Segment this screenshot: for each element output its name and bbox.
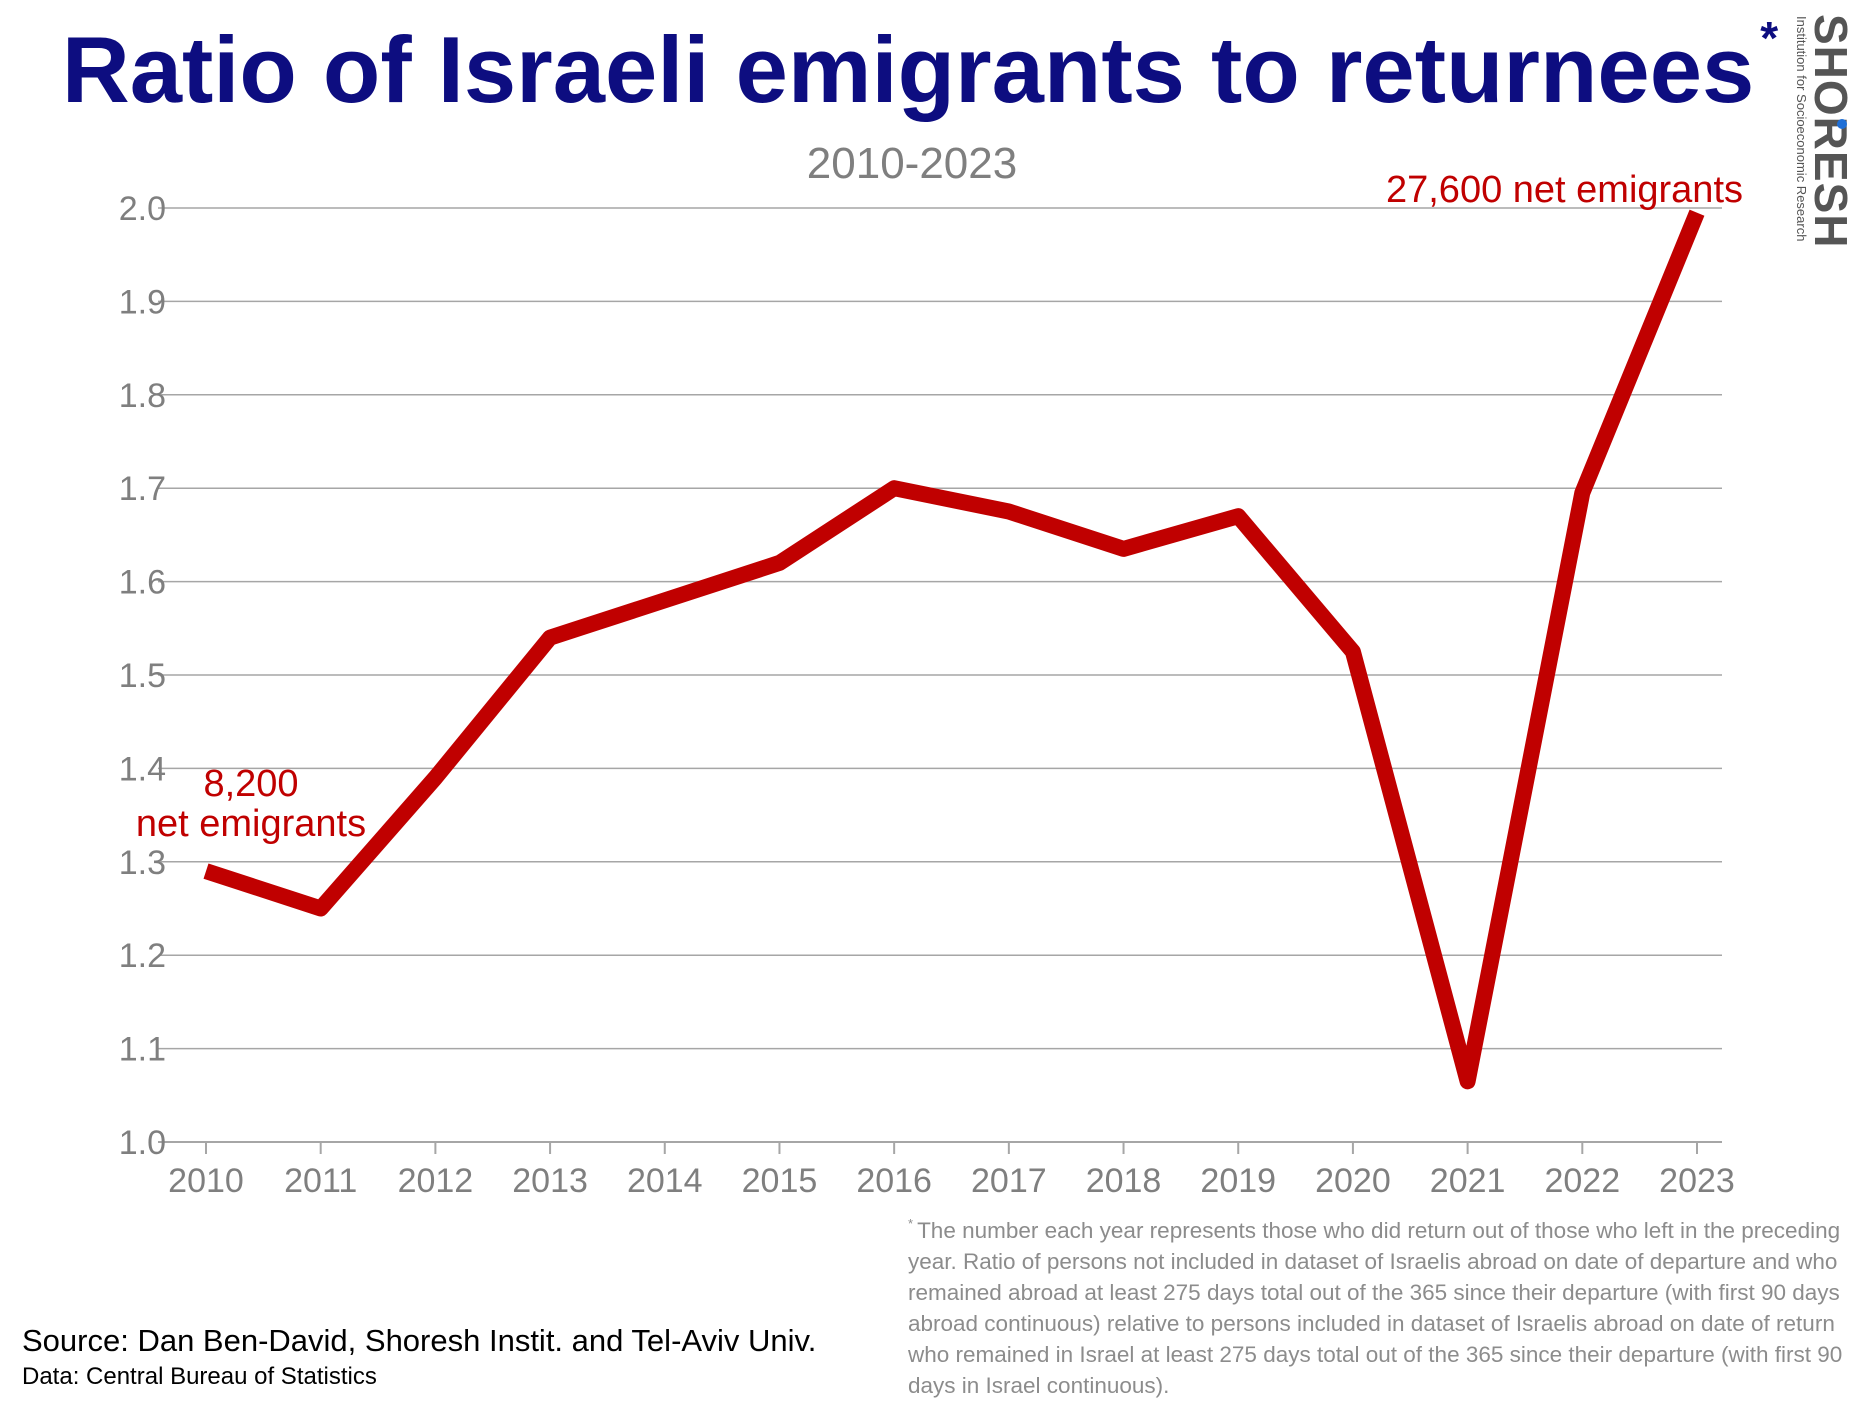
data-point (886, 480, 902, 496)
data-point (1230, 508, 1246, 524)
annotation-end-label: 27,600 net emigrants (1386, 169, 1743, 211)
footnote: * The number each year represents those w… (908, 1208, 1856, 1401)
data-point (198, 863, 214, 879)
data-point (771, 555, 787, 571)
data-point (1345, 644, 1361, 660)
title-footnote-mark: * (1760, 12, 1779, 64)
y-tick-label: 1.7 (119, 470, 166, 508)
footnote-text: The number each year represents those wh… (908, 1218, 1843, 1398)
y-tick-label: 2.0 (119, 190, 166, 228)
x-tick-label: 2016 (856, 1162, 932, 1200)
x-tick-label: 2015 (742, 1162, 818, 1200)
y-tick-label: 1.4 (119, 750, 166, 788)
x-tick-label: 2010 (168, 1162, 244, 1200)
x-tick-label: 2013 (512, 1162, 588, 1200)
x-tick-label: 2019 (1200, 1162, 1276, 1200)
x-tick-label: 2021 (1430, 1162, 1506, 1200)
x-tick-label: 2018 (1086, 1162, 1162, 1200)
y-tick-label: 1.2 (119, 937, 166, 975)
data-point (542, 630, 558, 646)
data-point (1574, 485, 1590, 501)
y-tick-label: 1.0 (119, 1124, 166, 1162)
y-tick-label: 1.9 (119, 283, 166, 321)
data-credit: Data: Central Bureau of Statistics (22, 1363, 377, 1390)
y-tick-label: 1.3 (119, 844, 166, 882)
data-point (1460, 1073, 1476, 1089)
data-point (427, 770, 443, 786)
footnote-mark: * (908, 1216, 914, 1231)
x-tick-label: 2014 (627, 1162, 703, 1200)
chart-title: Ratio of Israeli emigrants to returnees * (60, 10, 1780, 129)
x-tick-label: 2020 (1315, 1162, 1391, 1200)
source-credit: Source: Dan Ben-David, Shoresh Instit. a… (22, 1323, 817, 1358)
shoresh-logo: SHORESH Institution for Socioeconomic Re… (1782, 14, 1857, 284)
chart-title-text: Ratio of Israeli emigrants to returnees (61, 17, 1755, 122)
data-point (1001, 504, 1017, 520)
series-line (203, 209, 1705, 1090)
y-tick-label: 1.1 (119, 1031, 166, 1069)
x-tick-label: 2011 (284, 1162, 357, 1200)
x-tick-label: 2022 (1544, 1162, 1620, 1200)
x-tick-label: 2017 (971, 1162, 1047, 1200)
line-chart: 1.0 1.1 1.2 1.3 1.4 1.5 1.6 1.7 1.8 1.9 2.0 2010 201… (119, 169, 1743, 1200)
y-tick-label: 1.8 (119, 377, 166, 415)
y-tick-label: 1.6 (119, 564, 166, 602)
logo-dot-icon (1837, 119, 1847, 129)
annotation-start-value: 8,200 (203, 763, 298, 805)
data-point (657, 592, 673, 608)
y-tick-label: 1.5 (119, 657, 166, 695)
data-point (1116, 541, 1132, 557)
data-point (313, 901, 329, 917)
chart-subtitle: 2010-2023 (806, 139, 1018, 188)
x-tick-label: 2023 (1659, 1162, 1735, 1200)
x-tick-label: 2012 (398, 1162, 474, 1200)
annotation-start-label: net emigrants (136, 803, 366, 845)
